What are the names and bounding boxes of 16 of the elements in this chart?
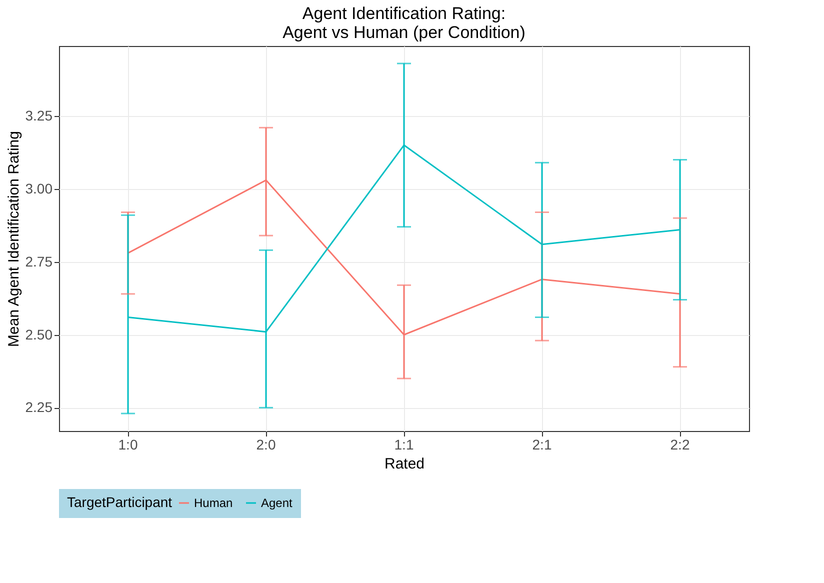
x-tick-label: 1:1 [394,436,414,452]
x-axis-title: Rated [384,456,425,472]
y-tick-label: 2.25 [25,399,53,416]
y-tick-label: 2.75 [25,253,53,270]
legend-label: Agent [261,496,294,510]
legend-label: Human [194,496,233,510]
chart-title: Agent Identification Rating: Agent vs Human (per Condition) [282,4,526,42]
x-tick-label: 2:0 [256,436,276,452]
y-tick-label: 2.50 [25,326,53,342]
y-tick-label: 3.25 [25,108,53,124]
y-axis-title: Mean Agent Identification Rating [5,131,22,347]
x-tick-label: 2:1 [532,436,552,452]
x-tick-label: 1:0 [118,436,138,452]
x-tick-label: 2:2 [670,436,690,452]
y-tick-label: 3.00 [25,180,53,196]
legend-title: TargetParticipant [67,494,172,510]
